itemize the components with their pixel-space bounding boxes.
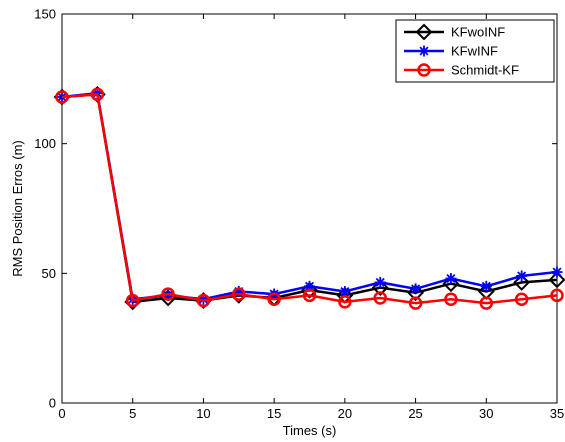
x-tick-label: 5: [129, 406, 136, 421]
data-point: [550, 288, 564, 303]
data-point: [232, 287, 246, 301]
x-tick-label: 10: [196, 406, 210, 421]
legend-marker: [415, 23, 433, 41]
y-tick-label: 0: [49, 396, 56, 411]
legend-label: KFwoINF: [451, 25, 505, 40]
series-schmidt-kf: [55, 87, 564, 310]
data-point: [125, 293, 140, 308]
series-line: [61, 93, 558, 305]
data-point: [516, 270, 528, 282]
data-point: [480, 280, 492, 292]
series-layer: [53, 85, 565, 311]
x-tick-label: 30: [479, 406, 493, 421]
data-point: [338, 295, 352, 309]
legend-label: Schmidt-KF: [451, 63, 519, 78]
legend: KFwoINF KFwINF Schmidt-KF: [395, 19, 555, 83]
x-tick-label: 20: [338, 406, 352, 421]
data-point: [371, 279, 389, 297]
x-tick-label: 0: [58, 406, 65, 421]
x-tick-label: 15: [267, 406, 281, 421]
x-axis: 0 5 10 15 20 25 30 35: [58, 14, 564, 421]
legend-item: Schmidt-KF: [404, 63, 519, 78]
y-tick-label: 100: [34, 136, 56, 151]
legend-item: KFwINF: [404, 44, 498, 59]
data-point: [407, 284, 424, 302]
data-point: [55, 90, 69, 104]
legend-marker: [417, 63, 431, 77]
data-point: [514, 292, 529, 307]
legend-item: KFwoINF: [404, 23, 505, 41]
data-point: [548, 271, 565, 289]
data-point: [302, 288, 317, 303]
legend-label: KFwINF: [451, 44, 498, 59]
y-tick-label: 150: [34, 7, 56, 22]
data-point: [442, 275, 460, 293]
x-axis-label: Times (s): [283, 423, 337, 438]
data-point: [408, 296, 423, 310]
data-point: [304, 280, 315, 292]
data-point: [444, 292, 458, 307]
data-point: [373, 291, 387, 305]
data-point: [551, 266, 563, 278]
legend-marker: [418, 45, 430, 57]
x-tick-label: 25: [408, 406, 422, 421]
data-point: [90, 87, 105, 102]
data-point: [196, 293, 211, 308]
y-tick-label: 50: [42, 266, 56, 281]
data-point: [161, 287, 175, 301]
x-tick-label: 35: [550, 406, 564, 421]
data-point: [479, 296, 494, 310]
y-axis-label: RMS Position Erros (m): [10, 140, 25, 277]
data-point: [374, 276, 386, 288]
data-point: [445, 273, 457, 285]
data-point: [267, 292, 281, 307]
data-point: [410, 283, 422, 295]
data-point: [513, 273, 531, 291]
